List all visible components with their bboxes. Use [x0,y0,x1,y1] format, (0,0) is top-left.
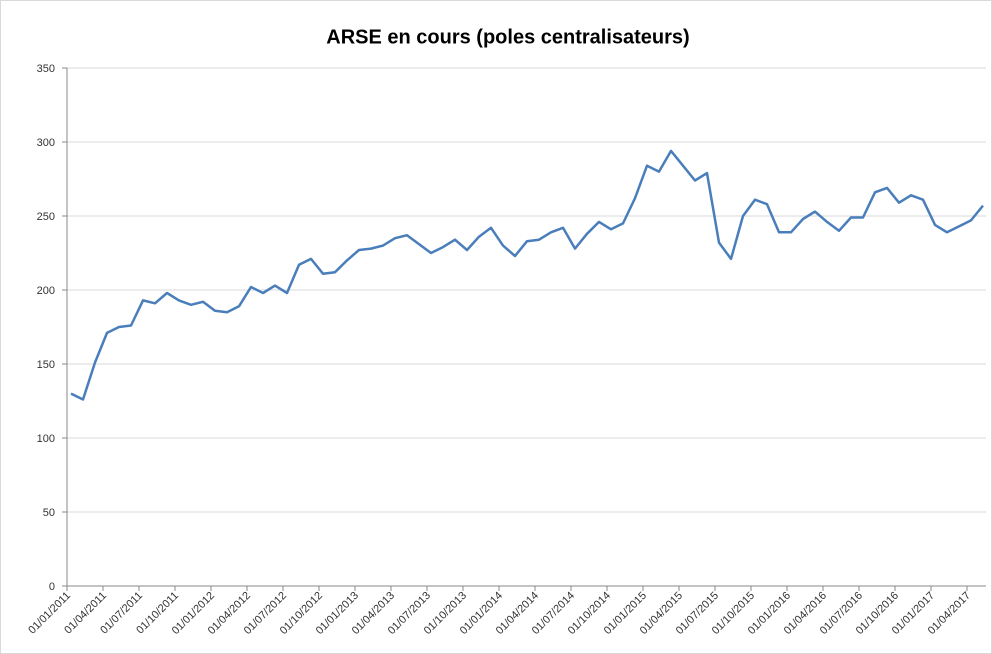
y-tick-label: 50 [43,507,55,519]
y-tick-label: 350 [37,63,55,75]
chart-title: ARSE en cours (poles centralisateurs) [326,26,689,48]
y-tick-label: 150 [37,359,55,371]
data-line [70,149,984,401]
y-tick-label: 100 [37,433,55,445]
y-tick-label: 0 [49,581,55,593]
y-tick-label: 300 [37,137,55,149]
y-tick-label: 250 [37,211,55,223]
y-tick-label: 200 [37,285,55,297]
